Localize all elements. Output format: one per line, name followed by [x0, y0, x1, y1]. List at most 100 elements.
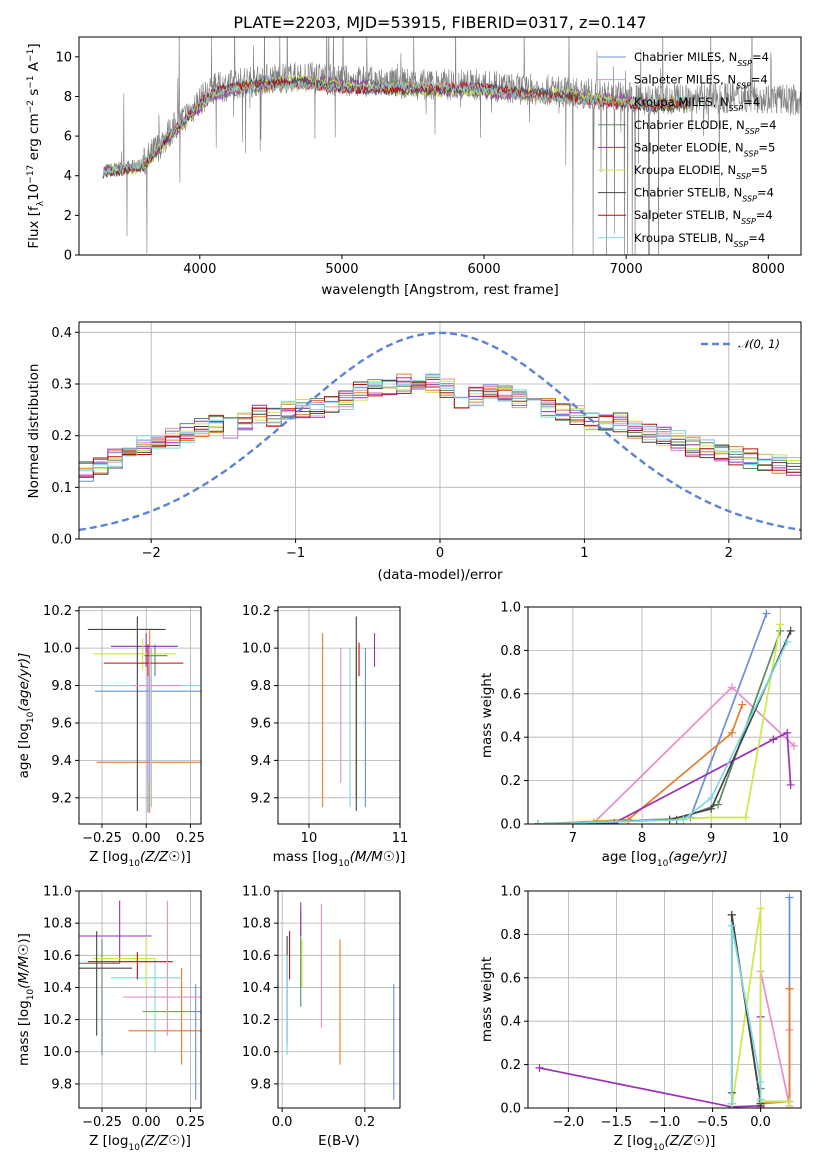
- x-tick-label: −1.0: [649, 1115, 681, 1130]
- x-axis-label-part: 10: [338, 859, 350, 869]
- y-tick-label: 1.0: [500, 601, 521, 616]
- x-tick-label: 6000: [468, 262, 501, 277]
- x-tick-label: 7: [569, 831, 577, 846]
- y-axis-label: Normed distribution: [26, 364, 42, 499]
- x-axis-label: Z [log10(Z/Z☉)]: [89, 1133, 191, 1153]
- axes-frame: [277, 606, 401, 825]
- x-axis-label-part: 10: [128, 1143, 140, 1153]
- x-tick-label: 7000: [610, 262, 643, 277]
- y-tick-label: 0.0: [51, 533, 72, 548]
- y-tick-label: 9.8: [250, 1077, 271, 1092]
- x-axis-label: E(B-V): [318, 1133, 360, 1149]
- x-tick-label: −1: [286, 546, 305, 561]
- y-tick-label: 0.8: [500, 644, 521, 659]
- legend-value: =4: [760, 118, 777, 132]
- x-axis-label: mass [log10(M/M☉)]: [273, 849, 406, 869]
- model-spectrum: [102, 80, 691, 177]
- y-tick-label: 0.4: [500, 1015, 521, 1030]
- weight-marker: [783, 637, 792, 646]
- legend-label: Kroupa STELIB, NSSP=4: [634, 231, 765, 249]
- x-tick-label: −0.5: [697, 1115, 729, 1130]
- x-tick-label: 0.00: [132, 831, 161, 846]
- legend-name: Chabrier STELIB, N: [634, 186, 742, 200]
- figure-title: PLATE=2203, MJD=53915, FIBERID=0317, z=0…: [233, 13, 646, 32]
- x-axis-label-part: )]: [180, 849, 191, 865]
- x-tick-label: 4000: [183, 262, 216, 277]
- y-axis-label-part: −2: [26, 100, 36, 113]
- y-axis-label-part: 10: [26, 184, 42, 201]
- legend-name: Salpeter MILES, N: [634, 73, 736, 87]
- legend-sub: SSP: [734, 239, 749, 248]
- y-tick-label: 10.6: [43, 949, 72, 964]
- panel-weight-vs-Z: −2.0 −1.5 −1.0 −0.5 0.0 0.0 0.2 0.4 0.6 0.8 1.0 Z […: [479, 885, 802, 1153]
- y-tick-label: 10.2: [242, 1013, 271, 1028]
- panel-age-vs-Z: −0.25 0.00 0.259.29.49.69.810.010.2Z [log1…: [16, 604, 205, 869]
- y-tick-label: 9.4: [51, 754, 72, 769]
- x-tick-label: 8: [638, 831, 646, 846]
- x-axis-label-part: (Z/Z: [140, 849, 169, 865]
- y-axis-label: Flux [fλ10−17 erg cm−2 s−1 A−1]: [26, 43, 46, 248]
- y-tick-label: 11.0: [43, 885, 72, 900]
- y-tick-label: 0.2: [500, 774, 521, 789]
- weight-marker: [790, 741, 799, 750]
- y-tick-label: 10: [55, 50, 72, 65]
- weight-line: [538, 630, 792, 824]
- y-tick-label: 0.0: [500, 1102, 521, 1117]
- weight-line: [539, 1016, 762, 1108]
- weight-marker: [785, 1104, 794, 1108]
- y-tick-label: 10.0: [43, 642, 72, 657]
- x-axis-label-part: 10: [657, 859, 669, 869]
- x-axis-label-part: 10: [128, 859, 140, 869]
- weight-marker: [756, 904, 765, 913]
- y-tick-label: 10.2: [242, 604, 271, 619]
- y-tick-label: 0.4: [51, 326, 72, 341]
- legend-value: =5: [751, 163, 768, 177]
- y-axis-label: age [log10(age/yr)]: [16, 653, 36, 779]
- y-tick-label: 9.6: [250, 716, 271, 731]
- y-tick-label: 10.6: [242, 949, 271, 964]
- residual-histogram: [79, 381, 801, 478]
- plot-area: [102, 37, 801, 255]
- weight-marker: [738, 700, 747, 709]
- y-tick-label: 0.4: [500, 731, 521, 746]
- y-axis-label-part: −1: [26, 49, 36, 62]
- x-axis-label-part: mass [log: [273, 849, 339, 865]
- legend-label: Chabrier MILES, NSSP=4: [634, 50, 769, 68]
- legend-value: =5: [758, 140, 775, 154]
- panel-mass-vs-EBV: 0.0 0.2 9.8 10.0 10.2 10.4 10.6 10.8 11.0 E(B-V): [242, 885, 401, 1149]
- weight-marker: [785, 984, 794, 993]
- legend-sub: SSP: [729, 104, 744, 113]
- axes-frame: [78, 36, 802, 256]
- x-axis-label: Z [log10(Z/Z☉)]: [89, 849, 191, 869]
- y-axis-label: mass weight: [479, 957, 495, 1042]
- weight-line: [538, 641, 788, 824]
- legend-name: Salpeter ELODIE, N: [634, 140, 744, 154]
- legend-sub: SSP: [745, 126, 760, 135]
- legend-sub: SSP: [744, 149, 759, 158]
- weight-marker: [727, 910, 736, 919]
- legend-name: Kroupa ELODIE, N: [634, 163, 736, 177]
- weight-marker: [707, 804, 716, 813]
- x-axis-label: age [log10(age/yr)]: [602, 849, 728, 869]
- y-tick-label: 9.6: [51, 716, 72, 731]
- y-tick-label: 10.0: [43, 1045, 72, 1060]
- weight-marker: [756, 1095, 765, 1104]
- legend-sub: SSP: [736, 81, 751, 90]
- y-tick-label: 0.0: [500, 818, 521, 833]
- y-tick-label: 0.1: [51, 481, 72, 496]
- y-tick-label: 10.8: [43, 917, 72, 932]
- x-tick-label: 2: [725, 546, 733, 561]
- legend-name: Salpeter STELIB, N: [634, 208, 741, 222]
- weight-marker: [535, 1063, 544, 1072]
- x-tick-label: 0.25: [176, 831, 205, 846]
- weight-marker: [776, 620, 785, 629]
- x-axis-label: (data-model)/error: [377, 567, 503, 583]
- legend-label: Salpeter MILES, NSSP=4: [634, 73, 768, 91]
- weight-marker: [727, 728, 736, 737]
- axes-frame: [78, 890, 202, 1109]
- weight-marker: [714, 800, 723, 809]
- x-axis-label: Z [log10(Z/Z☉)]: [614, 1133, 716, 1153]
- legend-value: =4: [743, 95, 760, 109]
- y-axis-label-part: (age/yr)]: [16, 653, 32, 712]
- x-tick-label: 0.0: [750, 1115, 771, 1130]
